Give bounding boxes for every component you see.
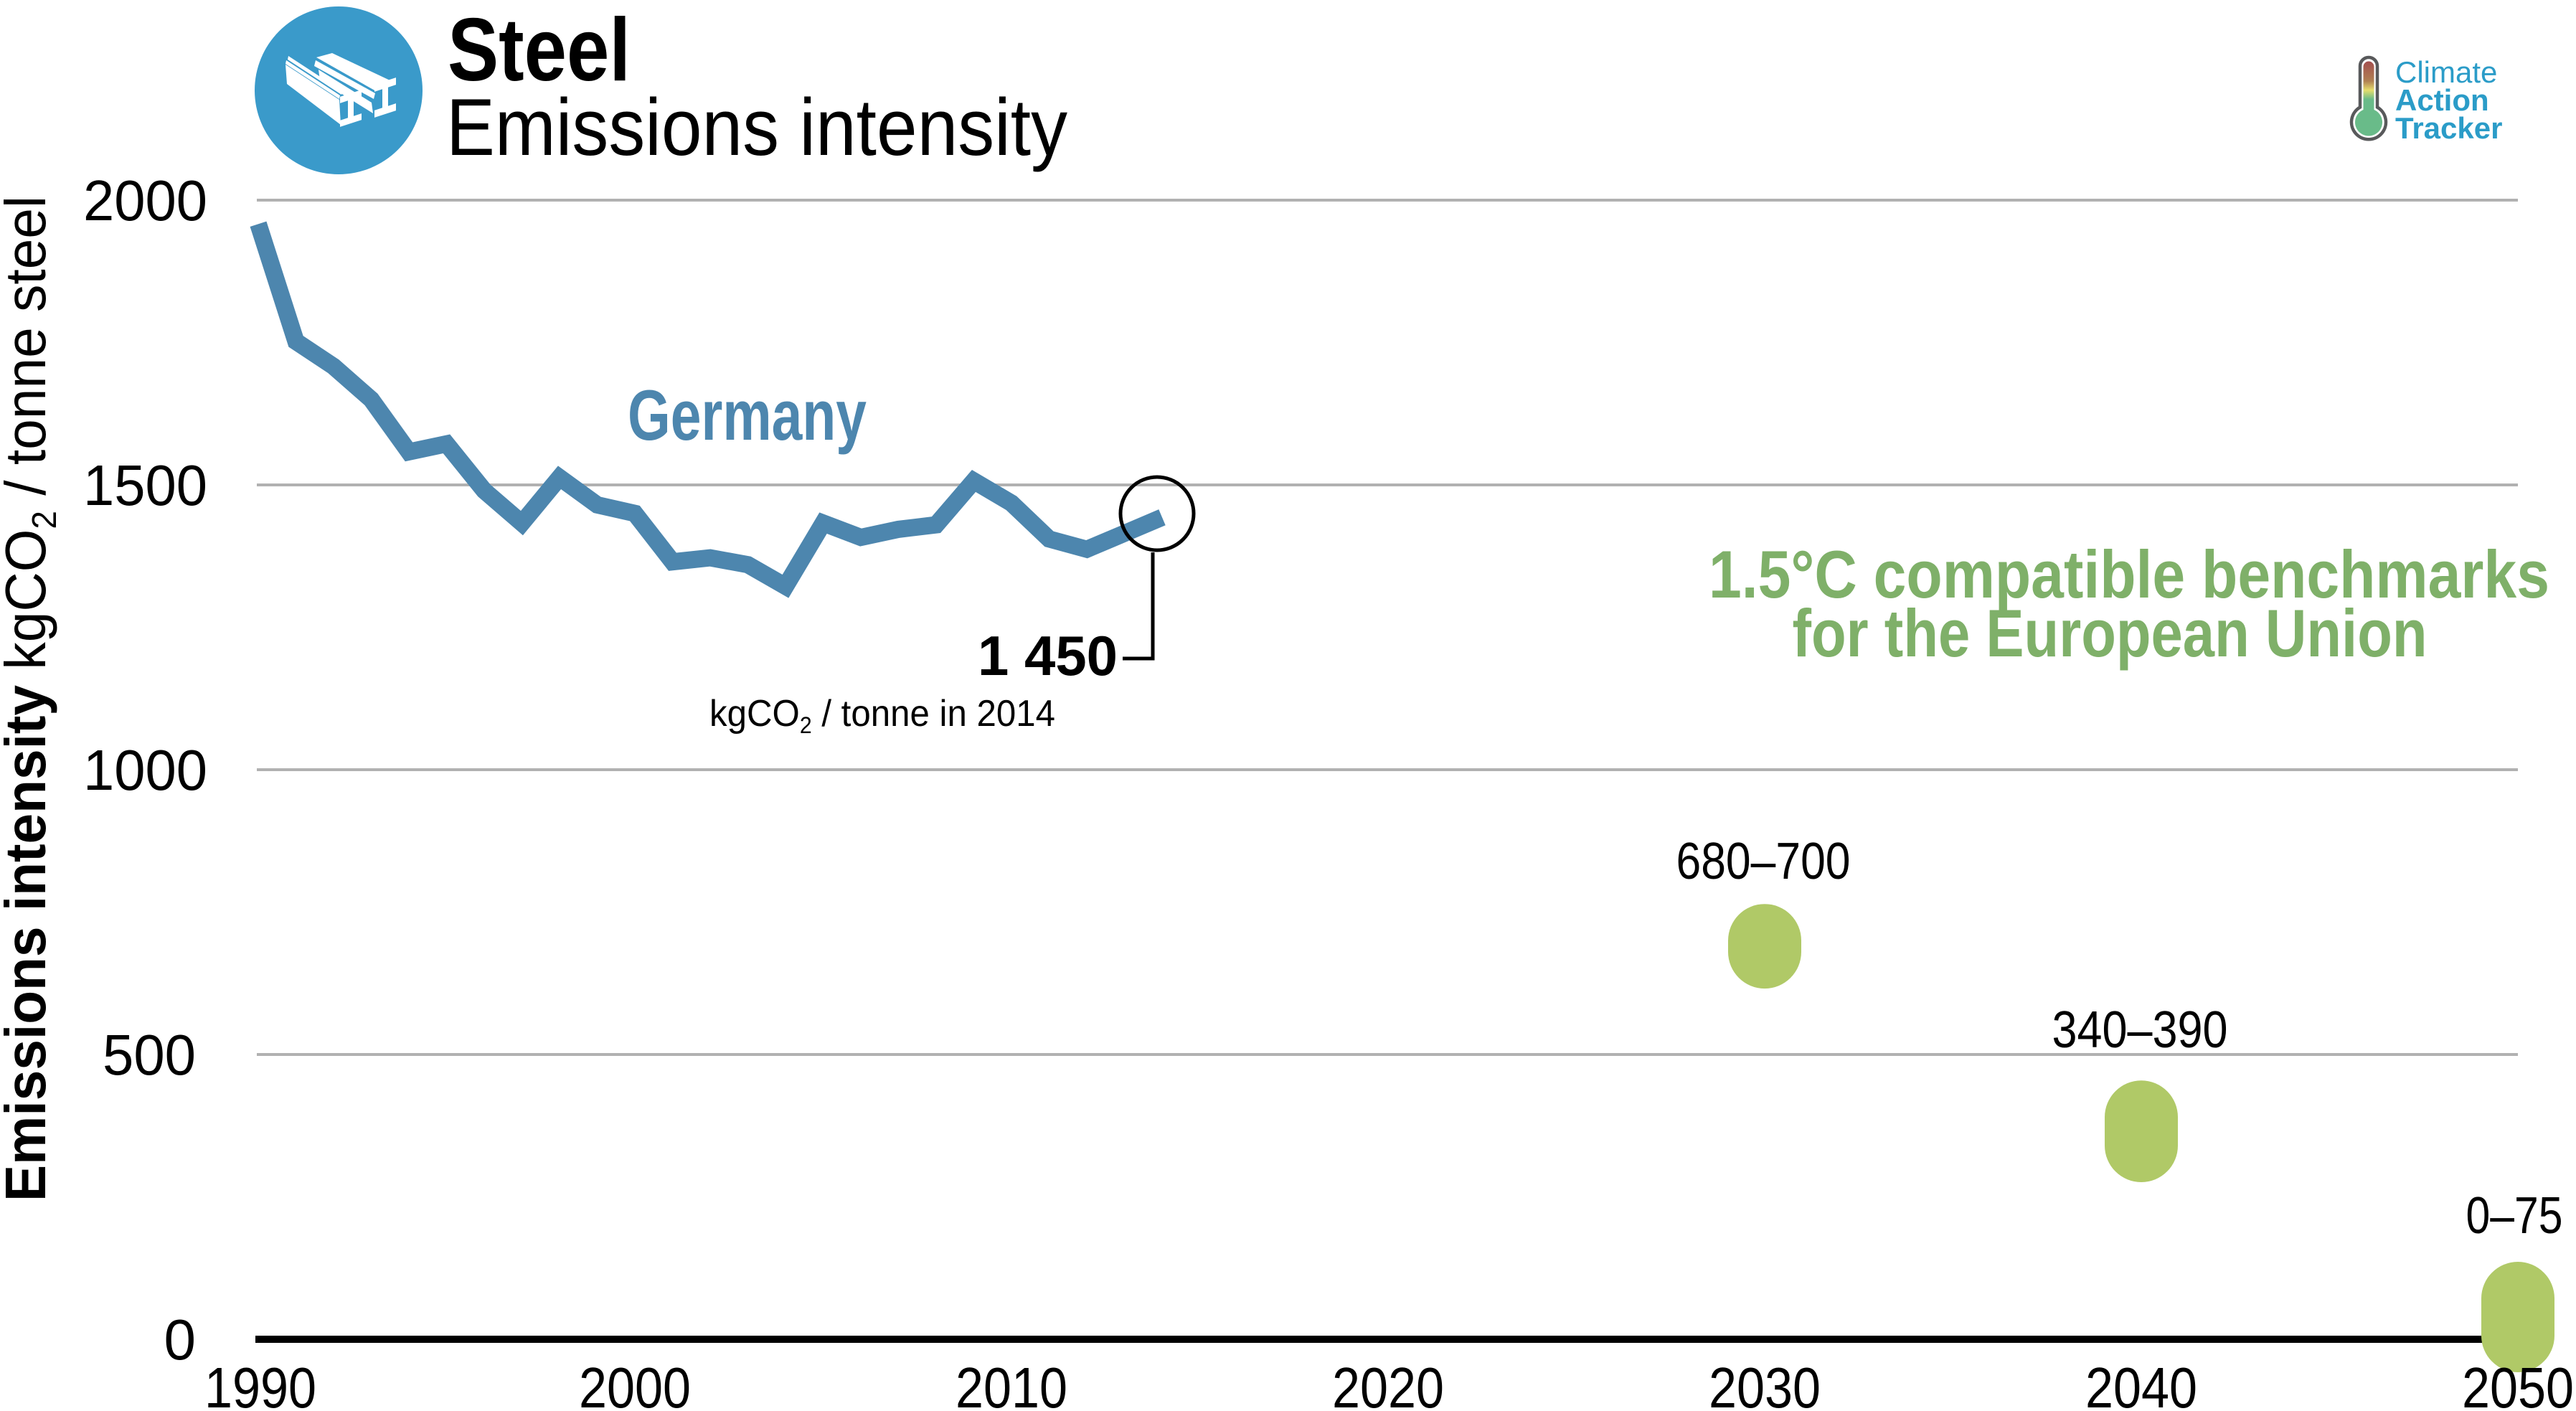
svg-text:2020: 2020 — [1332, 1356, 1444, 1411]
svg-text:1000: 1000 — [83, 738, 207, 802]
svg-text:2000: 2000 — [579, 1356, 691, 1411]
svg-text:2030: 2030 — [1709, 1356, 1821, 1411]
svg-text:kgCO2 / tonne in 2014: kgCO2 / tonne in 2014 — [709, 693, 1055, 738]
svg-text:Emissions intensity kgCO2 / to: Emissions intensity kgCO2 / tonne steel — [0, 196, 64, 1202]
svg-text:1 450: 1 450 — [978, 624, 1118, 687]
svg-text:for the European Union: for the European Union — [1793, 595, 2428, 671]
svg-text:Tracker: Tracker — [2395, 111, 2502, 145]
svg-text:2000: 2000 — [83, 169, 207, 232]
svg-text:340–390: 340–390 — [2052, 1001, 2228, 1059]
svg-text:2040: 2040 — [2085, 1356, 2197, 1411]
svg-text:1.5°C compatible benchmarks: 1.5°C compatible benchmarks — [1709, 537, 2549, 612]
svg-text:Germany: Germany — [628, 375, 867, 455]
svg-text:500: 500 — [103, 1023, 196, 1087]
svg-text:0: 0 — [164, 1308, 197, 1372]
svg-text:0–75: 0–75 — [2466, 1187, 2563, 1245]
svg-text:Steel: Steel — [448, 1, 631, 100]
svg-text:Emissions intensity: Emissions intensity — [446, 82, 1067, 172]
svg-text:Action: Action — [2395, 83, 2489, 117]
svg-text:1990: 1990 — [204, 1356, 316, 1411]
svg-text:2010: 2010 — [956, 1356, 1067, 1411]
svg-text:1500: 1500 — [83, 453, 207, 517]
svg-text:2050: 2050 — [2462, 1356, 2574, 1411]
svg-text:Climate: Climate — [2395, 55, 2497, 89]
svg-text:680–700: 680–700 — [1676, 833, 1851, 890]
